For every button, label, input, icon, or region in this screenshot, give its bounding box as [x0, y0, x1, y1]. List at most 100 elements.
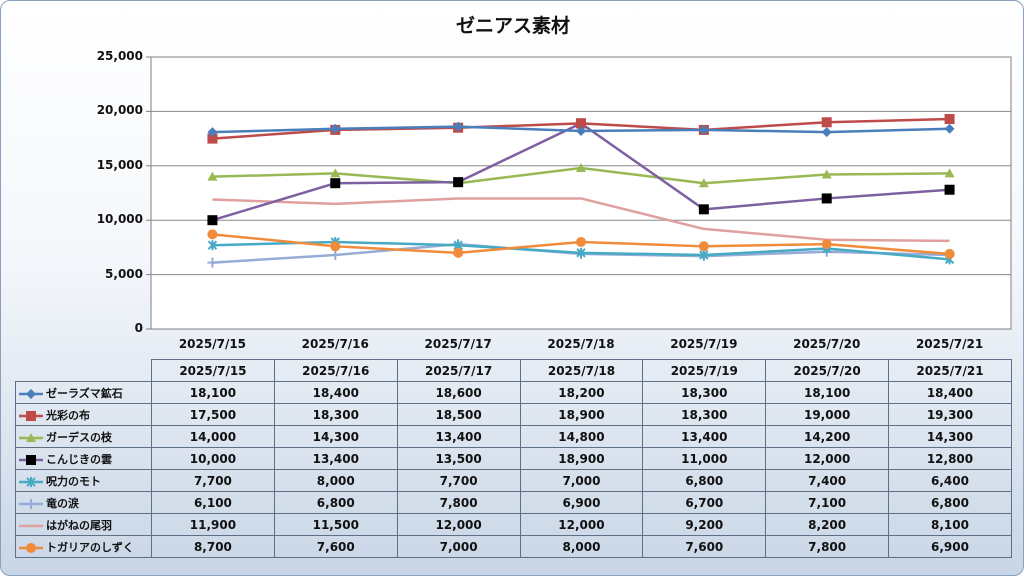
data-point: [207, 229, 218, 240]
series-name: トガリアのしずく: [46, 540, 134, 554]
data-point: [944, 184, 955, 195]
legend-key: [19, 524, 43, 527]
table-cell: 6,900: [888, 535, 1012, 558]
x-tick-label: 2025/7/19: [670, 337, 738, 351]
table-row: ゼーラズマ鉱石 18,100 18,400 18,600 18,200 18,300 18,…: [15, 381, 1012, 404]
data-point: [944, 168, 955, 178]
data-point: [576, 247, 586, 258]
x-tick-label: 2025/7/17: [424, 337, 492, 351]
table-cell: 8,200: [765, 513, 890, 536]
table-header-cell: 2025/7/21: [888, 359, 1012, 382]
table-cell: 18,900: [519, 447, 644, 470]
series-name: 竜の涙: [46, 496, 79, 510]
y-tick-label: 10,000: [96, 212, 143, 227]
data-point: [699, 250, 709, 261]
series-name: こんじきの雲: [46, 452, 112, 466]
table-cell: 12,000: [765, 447, 890, 470]
table-cell: 18,500: [396, 403, 521, 426]
table-cell: 17,500: [151, 403, 275, 426]
data-point: [698, 241, 709, 252]
table-cell: 14,200: [765, 425, 890, 448]
table-cell: 7,800: [765, 535, 890, 558]
table-row: トガリアのしずく 8,700 7,600 7,000 8,000 7,600 7,800 6,…: [15, 535, 1012, 558]
table-cell: 18,100: [151, 381, 275, 404]
table-cell: 14,300: [273, 425, 398, 448]
table-cell: 8,000: [273, 469, 398, 492]
series-label: ガーデスの枝: [15, 425, 152, 448]
table-cell: 10,000: [151, 447, 275, 470]
series-label: 竜の涙: [15, 491, 152, 514]
legend-key: [19, 388, 43, 399]
data-point: [698, 124, 709, 135]
data-point: [698, 204, 709, 215]
table-cell: 18,400: [888, 381, 1012, 404]
series-name: ガーデスの枝: [46, 430, 112, 444]
data-point: [207, 127, 218, 138]
table-cell: 18,300: [642, 381, 767, 404]
data-point: [944, 248, 955, 259]
y-tick-label: 20,000: [96, 103, 143, 118]
data-point: [207, 240, 218, 251]
series-label: はがねの尾羽: [15, 513, 152, 536]
table-cell: 7,100: [765, 491, 890, 514]
series-name: はがねの尾羽: [46, 518, 112, 532]
table-cell: 8,700: [151, 535, 275, 558]
table-cell: 14,300: [888, 425, 1012, 448]
table-cell: 7,600: [642, 535, 767, 558]
series-label: 呪力のモト: [15, 469, 152, 492]
y-tick-label: 15,000: [96, 157, 143, 172]
data-table: 2025/7/15 2025/7/16 2025/7/17 2025/7/18 2025…: [15, 359, 1012, 558]
data-point: [330, 123, 341, 134]
series-label: ゼーラズマ鉱石: [15, 381, 152, 404]
data-point: [26, 388, 36, 399]
y-tick-label: 0: [134, 321, 143, 335]
table-cell: 11,900: [151, 513, 275, 536]
x-tick-label: 2025/7/18: [547, 337, 615, 351]
table-cell: 12,000: [519, 513, 644, 536]
series-label: トガリアのしずく: [15, 535, 152, 558]
series-line: [207, 229, 955, 259]
y-tick-label: 25,000: [96, 49, 143, 63]
x-tick-label: 2025/7/20: [793, 337, 861, 351]
table-header-cell: 2025/7/16: [273, 359, 398, 382]
table-cell: 14,000: [151, 425, 275, 448]
table-cell: 7,700: [151, 469, 275, 492]
x-tick-label: 2025/7/21: [915, 337, 984, 351]
table-cell: 6,700: [642, 491, 767, 514]
data-point: [330, 241, 341, 252]
table-cell: 12,800: [888, 447, 1012, 470]
legend-key: [19, 476, 43, 487]
legend-key: [19, 542, 43, 553]
data-point: [207, 215, 218, 226]
plot-area: [146, 56, 1012, 330]
data-point: [330, 250, 341, 261]
table-cell: 11,500: [273, 513, 398, 536]
series-name: 光彩の布: [46, 408, 90, 422]
y-tick-label: 5,000: [105, 266, 143, 281]
data-point: [821, 193, 832, 204]
data-point: [26, 432, 36, 442]
legend-key: [19, 498, 43, 509]
table-header-cell: 2025/7/15: [151, 359, 275, 382]
data-point: [453, 177, 464, 188]
table-row: 呪力のモト 7,700 8,000 7,700 7,000 6,800 7,400 6,400: [15, 469, 1012, 492]
table-row: はがねの尾羽 11,900 11,500 12,000 12,000 9,200 8,200…: [15, 513, 1012, 536]
data-point: [944, 114, 955, 125]
data-point: [207, 257, 218, 268]
legend-key: [19, 432, 43, 442]
data-point: [576, 236, 586, 247]
data-point: [26, 454, 36, 465]
data-point: [26, 498, 36, 509]
table-cell: 13,400: [396, 425, 521, 448]
table-cell: 18,300: [273, 403, 398, 426]
table-cell: 18,900: [519, 403, 644, 426]
table-cell: 8,000: [519, 535, 644, 558]
table-cell: 7,600: [273, 535, 398, 558]
table-cell: 6,900: [519, 491, 644, 514]
table-corner: [16, 360, 152, 382]
table-row: ガーデスの枝 14,000 14,300 13,400 14,800 13,400 14,2…: [15, 425, 1012, 448]
table-cell: 7,000: [519, 469, 644, 492]
plot-background: [150, 56, 1012, 330]
table-header-cell: 2025/7/19: [642, 359, 767, 382]
